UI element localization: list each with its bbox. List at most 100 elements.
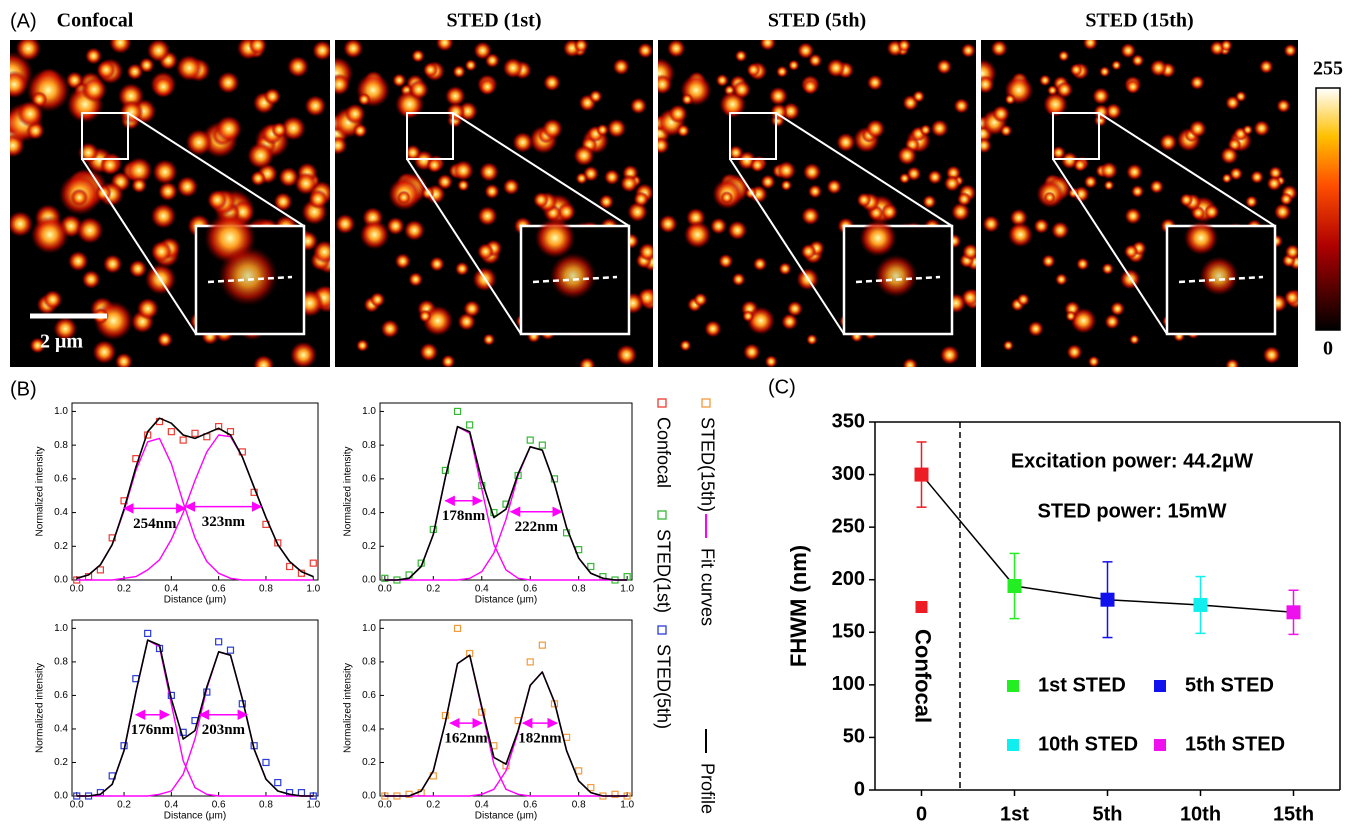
colorbar-max: 255 [1313, 58, 1343, 80]
y-tick-label: 0.8 [362, 440, 376, 451]
spot [603, 169, 620, 186]
spot [1253, 120, 1270, 137]
x-tick-label: 15th [1273, 803, 1314, 825]
spot [1111, 60, 1122, 71]
spot [742, 310, 755, 323]
spot [743, 343, 761, 361]
y-tick-label: 0.4 [362, 724, 376, 735]
spot [897, 40, 911, 53]
zoom-line [1052, 158, 1168, 335]
roi-box [81, 112, 129, 160]
image-title: STED (1st) [446, 10, 541, 32]
fwhm-label: 162nm [444, 731, 488, 747]
zoom-line [81, 158, 197, 335]
spot [1033, 218, 1050, 234]
spot [732, 80, 751, 99]
fwhm-label: 254nm [133, 516, 177, 532]
spot [615, 344, 638, 366]
spot [273, 192, 293, 212]
y-axis-label: Normalized intensity [343, 446, 354, 536]
spot [463, 300, 481, 318]
plot-frame [379, 619, 633, 797]
spot [930, 119, 949, 138]
data-point [381, 574, 389, 582]
spot [865, 119, 885, 139]
fwhm-label: 178nm [442, 508, 486, 524]
spot [612, 58, 630, 76]
spot [484, 183, 500, 200]
spot [533, 191, 550, 209]
spot [102, 254, 123, 274]
spot [1188, 120, 1207, 138]
x-tick-label: 0.0 [378, 584, 392, 595]
y-tick-label: 0.6 [362, 690, 376, 701]
spot [308, 189, 329, 210]
inset-spot [549, 252, 597, 300]
annotation: Excitation power: 44.2μW [1011, 450, 1253, 472]
roi-box [729, 112, 777, 160]
zoom-line [127, 112, 305, 227]
spot [294, 172, 318, 195]
spot [806, 333, 818, 346]
spot [1042, 91, 1068, 117]
spot [1100, 161, 1118, 180]
legend-label: 15th STED [1185, 733, 1285, 755]
legend-label: 10th STED [1038, 733, 1138, 755]
spot [436, 173, 453, 190]
spot [919, 124, 932, 136]
y-tick-label: 200 [832, 568, 865, 590]
spot [598, 194, 614, 210]
spot [728, 145, 744, 161]
spot [802, 162, 822, 182]
spot [312, 40, 330, 61]
panel-label: (C) [768, 376, 796, 398]
x-tick-label: 0.4 [164, 584, 178, 595]
spot [637, 42, 653, 59]
spot [760, 174, 776, 190]
y-axis-label: Normalized intensity [343, 663, 354, 753]
spot [10, 70, 29, 99]
spot [304, 95, 327, 117]
spot [1027, 320, 1044, 337]
spot [676, 124, 690, 138]
zoom-line [729, 158, 845, 335]
y-tick-label: 0.6 [54, 473, 68, 484]
spot [10, 210, 34, 238]
spot [746, 62, 761, 77]
spot [1266, 175, 1282, 192]
spot [856, 192, 872, 208]
legend-marker [657, 625, 667, 635]
x-tick-label: 0.0 [378, 800, 392, 811]
data-point [274, 778, 282, 787]
legend-label: STED(15th) [697, 417, 717, 512]
spot [679, 339, 692, 352]
spot [512, 131, 534, 153]
y-tick-label: 0 [854, 778, 865, 800]
spot [936, 58, 952, 75]
spot [746, 306, 776, 335]
y-tick-label: 0.8 [54, 440, 68, 451]
spot [477, 205, 498, 227]
inset-spot [874, 254, 918, 298]
spot [478, 78, 496, 96]
spot [128, 259, 147, 278]
spot [84, 47, 103, 65]
profile-curve [76, 639, 314, 797]
zoom-line [406, 158, 522, 335]
spot [1131, 184, 1144, 198]
spot [464, 59, 477, 72]
spot [335, 73, 351, 96]
data-point [262, 758, 270, 767]
spot [589, 89, 603, 104]
legend-label: Confocal [911, 629, 936, 723]
image-title: STED (15th) [1085, 10, 1193, 32]
data-point [453, 407, 462, 416]
spot [29, 337, 46, 354]
spot [1009, 208, 1028, 227]
legend-label: 1st STED [1038, 674, 1126, 696]
y-tick-label: 0.6 [362, 473, 376, 484]
x-tick-label: 0.8 [572, 800, 586, 811]
spot [776, 160, 796, 181]
data-point [286, 562, 294, 571]
legend-marker [1154, 739, 1166, 751]
